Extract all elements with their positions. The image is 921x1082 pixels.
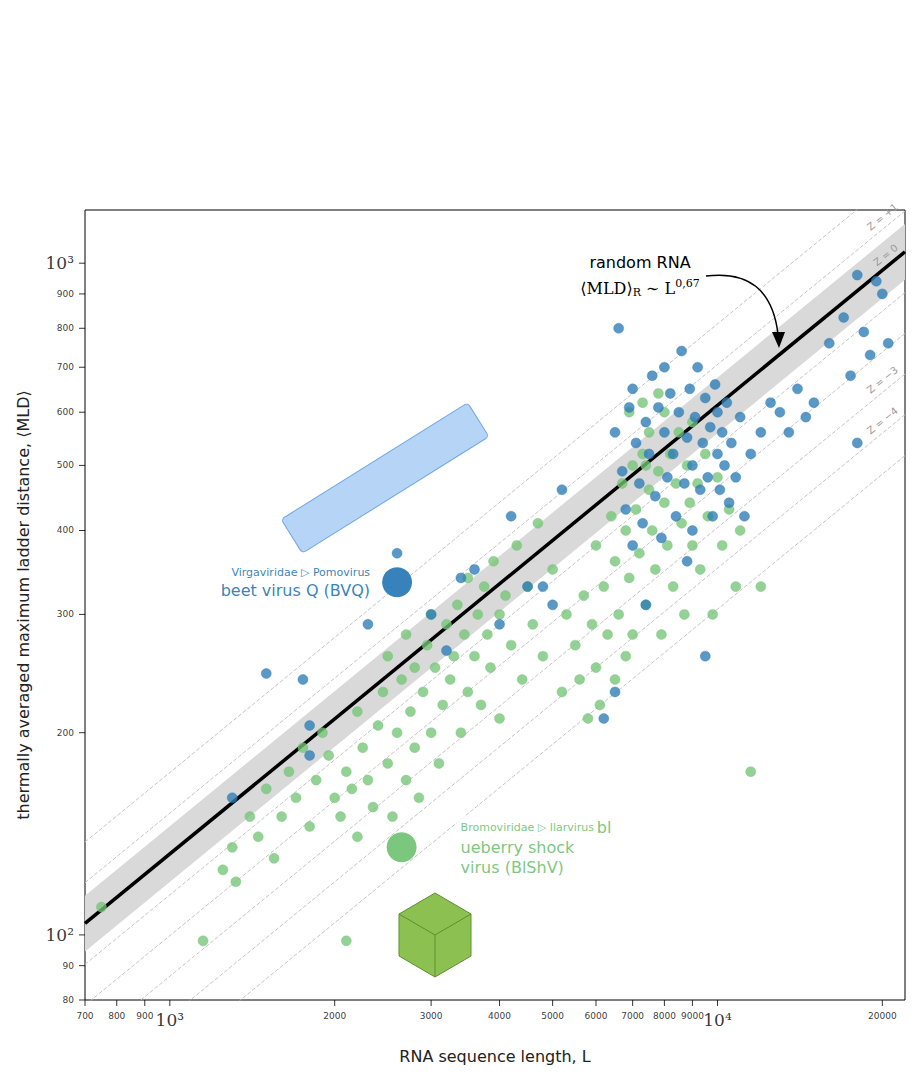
svg-text:7000: 7000 xyxy=(621,1011,644,1021)
svg-text:300: 300 xyxy=(57,609,74,619)
svg-text:800: 800 xyxy=(57,323,74,333)
svg-text:⟨MLD⟩: ⟨MLD⟩ xyxy=(580,279,632,298)
svg-text:200: 200 xyxy=(57,728,74,738)
svg-text:10³: 10³ xyxy=(156,1010,184,1030)
svg-text:Z = 0: Z = 0 xyxy=(871,242,900,268)
svg-text:thermally averaged maximum lad: thermally averaged maximum ladder distan… xyxy=(14,390,33,819)
svg-text:90: 90 xyxy=(63,961,75,971)
svg-text:900: 900 xyxy=(57,289,74,299)
svg-text:700: 700 xyxy=(57,362,74,372)
svg-text:6000: 6000 xyxy=(585,1011,608,1021)
svg-text:900: 900 xyxy=(136,1011,153,1021)
svg-text:Bromoviridae ▷ Ilarvirus: Bromoviridae ▷ Ilarvirus xyxy=(461,821,595,834)
svg-text:R: R xyxy=(632,285,641,299)
svg-text:600: 600 xyxy=(57,407,74,417)
svg-text:10²: 10² xyxy=(46,925,74,945)
svg-text:10³: 10³ xyxy=(46,253,74,273)
svg-text:Z = −3: Z = −3 xyxy=(865,364,900,395)
svg-text:Virgaviridae ▷ Pomovirus: Virgaviridae ▷ Pomovirus xyxy=(231,566,370,579)
svg-text:9000: 9000 xyxy=(681,1011,704,1021)
svg-text:800: 800 xyxy=(108,1011,125,1021)
svg-text:8000: 8000 xyxy=(653,1011,676,1021)
svg-text:bl: bl xyxy=(597,818,612,837)
svg-text:80: 80 xyxy=(63,995,75,1005)
svg-text:500: 500 xyxy=(57,460,74,470)
svg-text:beet virus Q (BVQ): beet virus Q (BVQ) xyxy=(221,581,370,600)
svg-text:2000: 2000 xyxy=(323,1011,346,1021)
svg-text:5000: 5000 xyxy=(541,1011,564,1021)
svg-text:Z = −4: Z = −4 xyxy=(865,405,900,436)
svg-text:400: 400 xyxy=(57,525,74,535)
svg-text:0,67: 0,67 xyxy=(675,277,700,290)
svg-text:10⁴: 10⁴ xyxy=(703,1010,732,1030)
svg-text:∼ L: ∼ L xyxy=(641,279,676,298)
svg-text:RNA sequence length, L: RNA sequence length, L xyxy=(399,1047,590,1066)
svg-text:3000: 3000 xyxy=(420,1011,443,1021)
svg-text:ueberry shock: ueberry shock xyxy=(461,838,580,857)
svg-text:random RNA: random RNA xyxy=(589,253,690,272)
svg-text:virus (BlShV): virus (BlShV) xyxy=(461,858,564,877)
svg-text:700: 700 xyxy=(76,1011,93,1021)
svg-text:4000: 4000 xyxy=(488,1011,511,1021)
svg-text:20000: 20000 xyxy=(868,1011,897,1021)
svg-text:Z = +1: Z = +1 xyxy=(865,201,900,232)
